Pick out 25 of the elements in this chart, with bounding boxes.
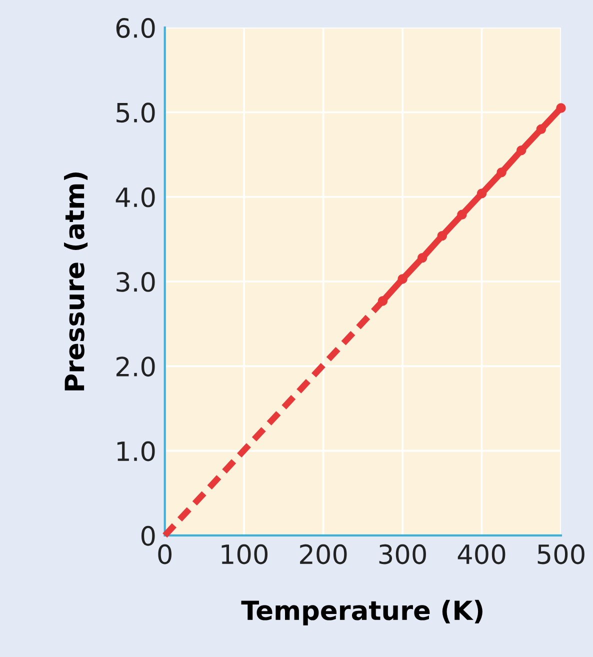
point xyxy=(417,252,428,263)
y-tick-label: 5.0 xyxy=(116,102,155,123)
point xyxy=(398,274,408,284)
y-tick-label: 6.0 xyxy=(116,18,155,38)
point xyxy=(437,230,447,241)
y-tick-label: 2.0 xyxy=(116,356,155,377)
y-tick-label: 1.0 xyxy=(117,441,155,462)
y-tick-label: 4.0 xyxy=(116,187,155,208)
x-tick-label: 100 xyxy=(222,544,268,564)
point xyxy=(516,145,526,156)
x-tick-label: 500 xyxy=(538,544,584,564)
point xyxy=(536,124,546,134)
y-tick-label: 0 xyxy=(141,526,155,546)
point xyxy=(496,167,506,178)
x-tick-label: 200 xyxy=(300,544,347,564)
point xyxy=(457,210,467,220)
point xyxy=(556,103,566,113)
point xyxy=(378,296,388,306)
y-tick-label: 3.0 xyxy=(116,272,155,292)
x-tick-label: 400 xyxy=(458,544,506,564)
x-tick-label: 0 xyxy=(158,544,172,564)
y-axis-title: Pressure (atm) xyxy=(64,172,88,390)
x-tick-label: 300 xyxy=(379,544,426,564)
point xyxy=(476,188,487,198)
x-axis-title: Temperature (K) xyxy=(241,600,482,626)
